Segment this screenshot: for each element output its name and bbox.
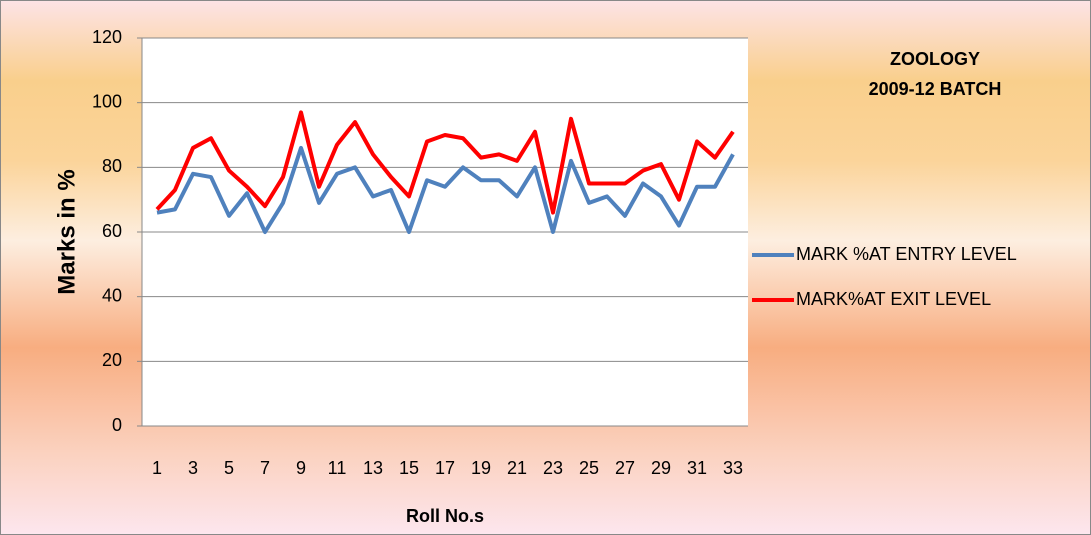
y-tick-label: 20: [102, 350, 122, 370]
x-tick-label: 9: [296, 458, 306, 478]
x-tick-label: 17: [435, 458, 455, 478]
y-axis-label: Marks in %: [53, 169, 80, 294]
x-tick-label: 31: [687, 458, 707, 478]
legend-label: MARK%AT EXIT LEVEL: [796, 289, 991, 309]
x-tick-label: 23: [543, 458, 563, 478]
y-tick-label: 80: [102, 156, 122, 176]
x-axis-label: Roll No.s: [406, 506, 484, 526]
y-tick-label: 0: [112, 415, 122, 435]
x-tick-label: 33: [723, 458, 743, 478]
x-tick-label: 11: [328, 458, 347, 478]
x-tick-label: 19: [471, 458, 491, 478]
legend-label: MARK %AT ENTRY LEVEL: [796, 244, 1017, 264]
x-tick-label: 7: [260, 458, 270, 478]
x-tick-label: 13: [363, 458, 383, 478]
x-tick-label: 1: [152, 458, 162, 478]
x-tick-label: 21: [507, 458, 527, 478]
y-tick-label: 60: [102, 221, 122, 241]
y-tick-label: 120: [92, 27, 122, 47]
x-tick-label: 29: [651, 458, 671, 478]
x-tick-label: 27: [615, 458, 635, 478]
x-tick-label: 15: [399, 458, 419, 478]
x-tick-label: 25: [579, 458, 599, 478]
x-tick-label: 3: [188, 458, 198, 478]
chart-subtitle: 2009-12 BATCH: [869, 79, 1002, 99]
chart-title: ZOOLOGY: [890, 49, 980, 69]
series-line: [156, 145, 735, 234]
y-tick-label: 40: [102, 285, 122, 305]
series-line: [155, 110, 735, 215]
x-tick-label: 5: [224, 458, 234, 478]
y-tick-label: 100: [92, 91, 122, 111]
